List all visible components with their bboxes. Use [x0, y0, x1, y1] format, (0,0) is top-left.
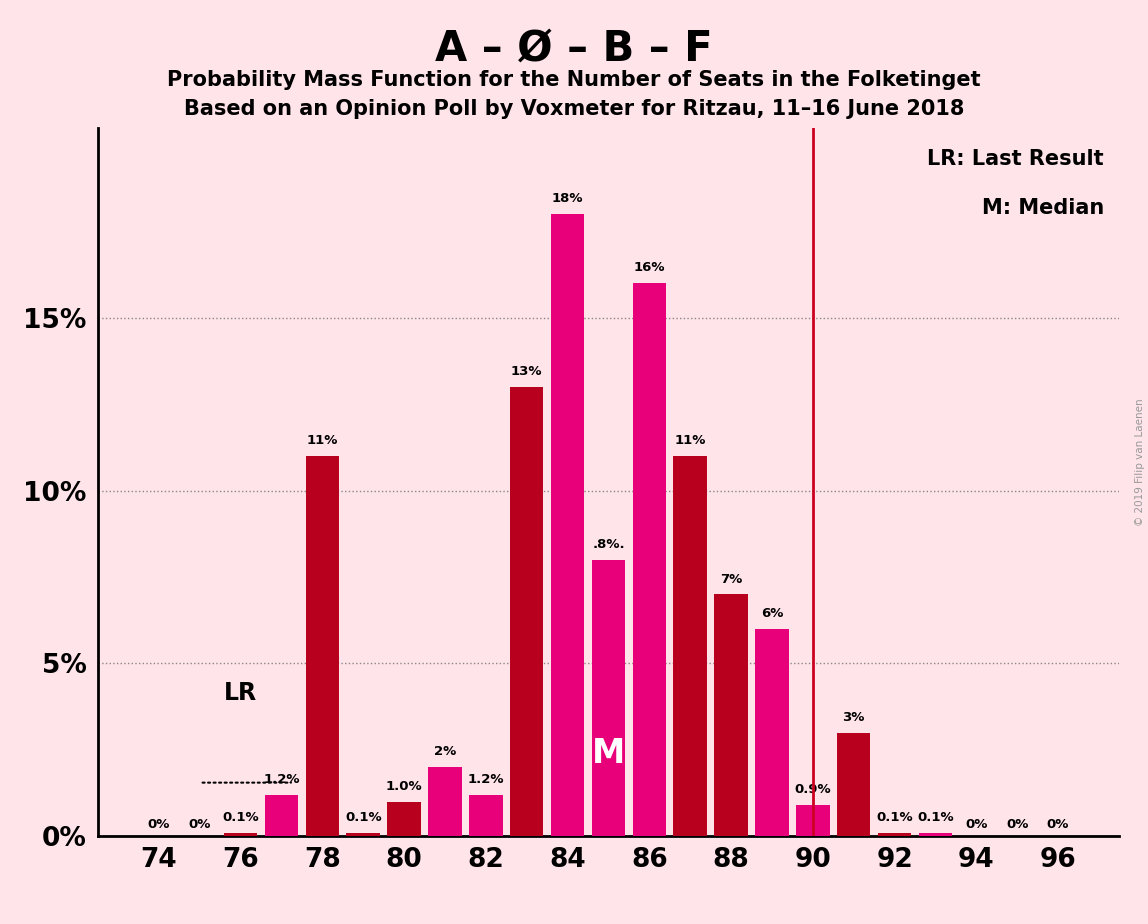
Bar: [755, 629, 789, 836]
Text: A – Ø – B – F: A – Ø – B – F: [435, 28, 713, 69]
Text: 0.9%: 0.9%: [794, 784, 831, 796]
Text: 7%: 7%: [720, 573, 742, 586]
Text: 0%: 0%: [1006, 818, 1029, 831]
Bar: [305, 456, 339, 836]
Bar: [551, 214, 584, 836]
Text: .8%.: .8%.: [592, 538, 625, 551]
Text: 0%: 0%: [965, 818, 987, 831]
Bar: [796, 805, 830, 836]
Text: Based on an Opinion Poll by Voxmeter for Ritzau, 11–16 June 2018: Based on an Opinion Poll by Voxmeter for…: [184, 99, 964, 119]
Text: Probability Mass Function for the Number of Seats in the Folketinget: Probability Mass Function for the Number…: [168, 70, 980, 91]
Text: LR: Last Result: LR: Last Result: [928, 149, 1104, 169]
Text: 3%: 3%: [843, 711, 864, 723]
Text: 1.2%: 1.2%: [467, 773, 504, 786]
Text: 0.1%: 0.1%: [917, 811, 954, 824]
Text: 11%: 11%: [675, 434, 706, 447]
Text: M: M: [592, 736, 625, 770]
Text: M: Median: M: Median: [982, 199, 1104, 218]
Text: 0%: 0%: [1047, 818, 1069, 831]
Bar: [918, 833, 952, 836]
Bar: [633, 283, 666, 836]
Bar: [878, 833, 912, 836]
Text: 11%: 11%: [307, 434, 338, 447]
Text: 2%: 2%: [434, 746, 456, 759]
Bar: [224, 833, 257, 836]
Bar: [347, 833, 380, 836]
Text: 16%: 16%: [634, 261, 665, 274]
Text: © 2019 Filip van Laenen: © 2019 Filip van Laenen: [1135, 398, 1145, 526]
Bar: [470, 795, 503, 836]
Text: 0%: 0%: [188, 818, 211, 831]
Text: 6%: 6%: [761, 607, 783, 620]
Bar: [591, 560, 626, 836]
Text: 0.1%: 0.1%: [876, 811, 913, 824]
Bar: [265, 795, 298, 836]
Bar: [837, 733, 870, 836]
Bar: [428, 767, 461, 836]
Text: 0.1%: 0.1%: [344, 811, 381, 824]
Text: LR: LR: [224, 681, 257, 705]
Text: 18%: 18%: [552, 192, 583, 205]
Bar: [510, 387, 543, 836]
Text: 13%: 13%: [511, 365, 543, 378]
Text: 0%: 0%: [148, 818, 170, 831]
Bar: [387, 802, 421, 836]
Text: 0.1%: 0.1%: [223, 811, 259, 824]
Bar: [714, 594, 747, 836]
Text: 1.2%: 1.2%: [263, 773, 300, 786]
Text: 1.0%: 1.0%: [386, 780, 422, 793]
Bar: [674, 456, 707, 836]
